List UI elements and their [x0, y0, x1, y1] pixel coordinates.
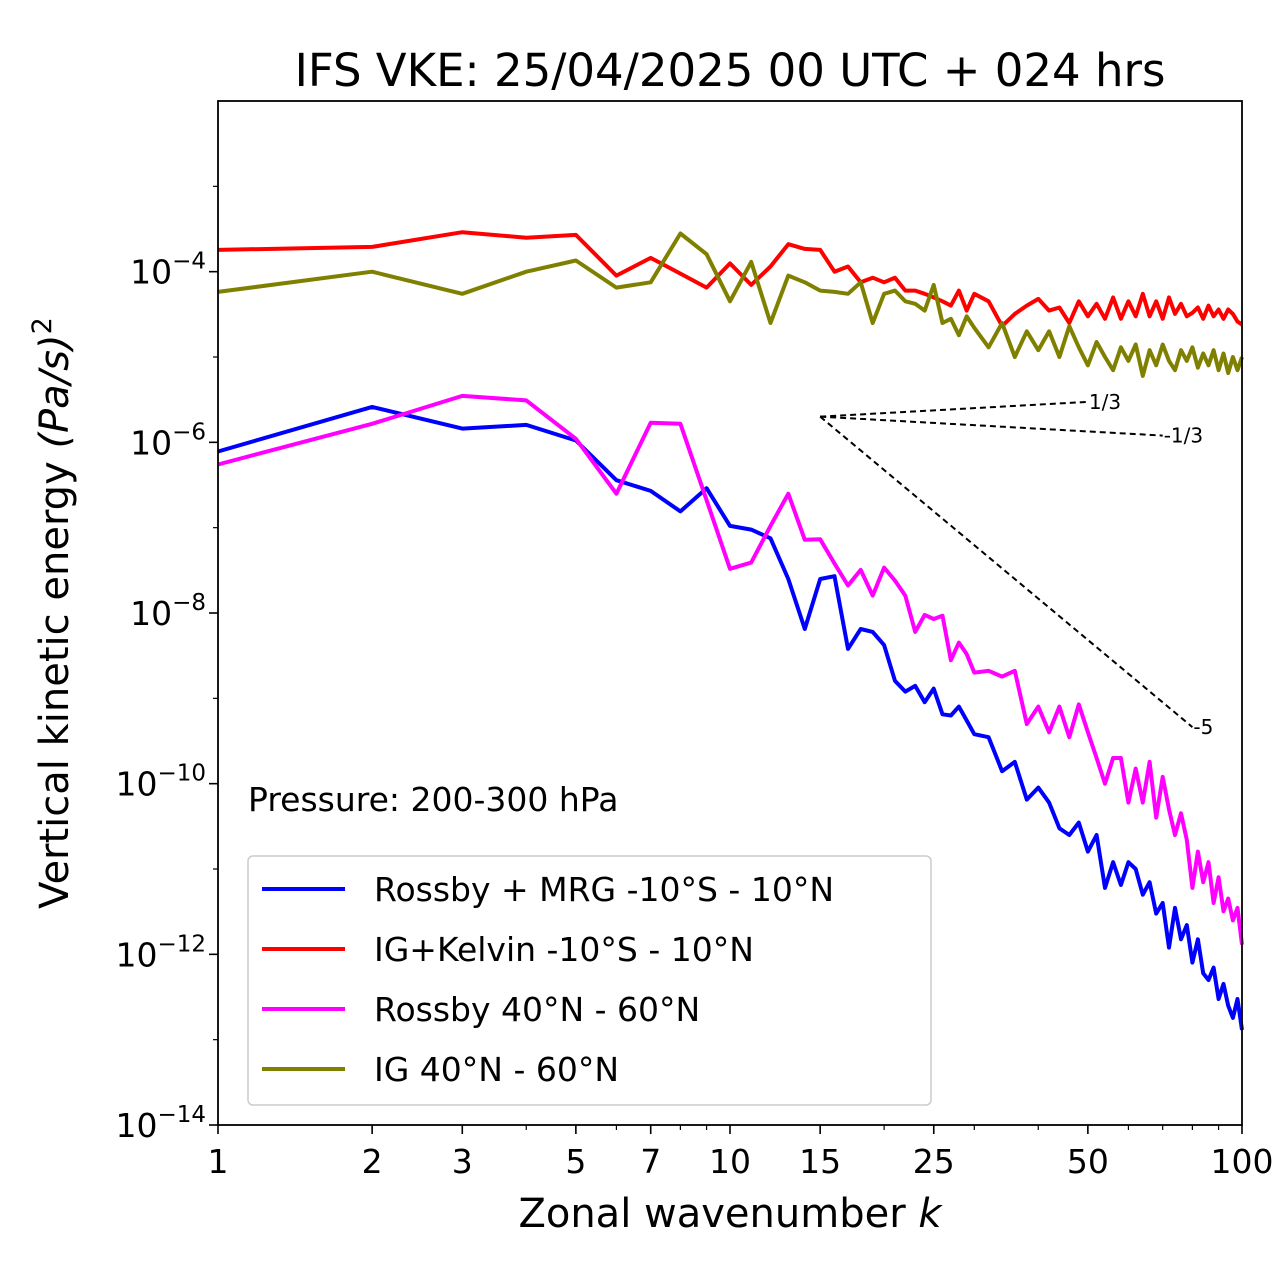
legend-label: Rossby 40°N - 60°N: [374, 990, 700, 1029]
legend-item: Rossby 40°N - 60°N: [262, 990, 700, 1029]
svg-text:Vertical kinetic energy (Pa/s): Vertical kinetic energy (Pa/s)2: [27, 317, 78, 909]
y-tick-label: 10−8: [130, 590, 206, 633]
chart-title: IFS VKE: 25/04/2025 00 UTC + 024 hrs: [295, 44, 1166, 97]
x-tick-label: 3: [452, 1142, 473, 1181]
legend-item: IG+Kelvin -10°S - 10°N: [262, 930, 754, 969]
x-tick-label: 5: [565, 1142, 586, 1181]
legend: Rossby + MRG -10°S - 10°N IG+Kelvin -10°S…: [247, 855, 932, 1106]
legend-label: Rossby + MRG -10°S - 10°N: [374, 870, 834, 909]
y-axis-label-unit: (Pa/s): [32, 334, 78, 448]
legend-label: IG+Kelvin -10°S - 10°N: [374, 930, 754, 969]
x-tick-label: 100: [1211, 1142, 1274, 1181]
x-tick-label: 7: [640, 1142, 661, 1181]
y-axis-label-exponent: 2: [27, 317, 58, 334]
y-tick-label: 10−4: [130, 249, 206, 292]
reference-slope-line: [819, 415, 1194, 728]
reference-slope-line: [820, 400, 1088, 418]
axis-ticks: 1 2 3 5 7 10 15 25 50 100 10−4 10−6 10−8 10−10 10−12 10…: [115, 185, 1274, 1181]
x-axis-label: Zonal wavenumber k: [518, 1191, 943, 1237]
reference-slope-line: [820, 415, 1163, 437]
x-tick-label: 15: [799, 1142, 841, 1181]
reference-slope-label: -5: [1193, 715, 1213, 739]
reference-slope-label: -1/3: [1164, 424, 1203, 448]
x-tick-label: 50: [1067, 1142, 1109, 1181]
reference-slope-lines: 1/3 -1/3 -5: [819, 390, 1213, 739]
y-tick-label: 10−14: [115, 1102, 206, 1145]
legend-label: IG 40°N - 60°N: [374, 1050, 619, 1089]
x-tick-label: 2: [362, 1142, 383, 1181]
series-line-4: [217, 231, 1244, 378]
x-axis-label-text: Zonal wavenumber: [518, 1191, 906, 1237]
x-tick-label: 10: [709, 1142, 751, 1181]
legend-items: Rossby + MRG -10°S - 10°N IG+Kelvin -10°S…: [262, 870, 834, 1089]
pressure-annotation: Pressure: 200-300 hPa: [248, 780, 618, 819]
x-tick-label: 1: [208, 1142, 229, 1181]
legend-item: IG 40°N - 60°N: [262, 1050, 619, 1089]
y-axis-label: Vertical kinetic energy (Pa/s)2: [27, 317, 78, 909]
legend-box: [247, 855, 932, 1106]
data-series: [217, 230, 1244, 1031]
legend-item: Rossby + MRG -10°S - 10°N: [262, 870, 834, 909]
series-line-3: [217, 393, 1244, 945]
y-tick-label: 10−6: [130, 419, 206, 462]
x-axis-label-symbol: k: [918, 1191, 943, 1237]
y-tick-label: 10−10: [115, 761, 206, 804]
plot-area-frame: [217, 100, 1243, 1126]
reference-slope-label: 1/3: [1089, 390, 1121, 414]
series-line-2: [217, 230, 1244, 329]
y-tick-label: 10−12: [115, 931, 206, 974]
y-axis-label-text: Vertical kinetic energy: [32, 461, 78, 909]
x-tick-label: 25: [913, 1142, 955, 1181]
